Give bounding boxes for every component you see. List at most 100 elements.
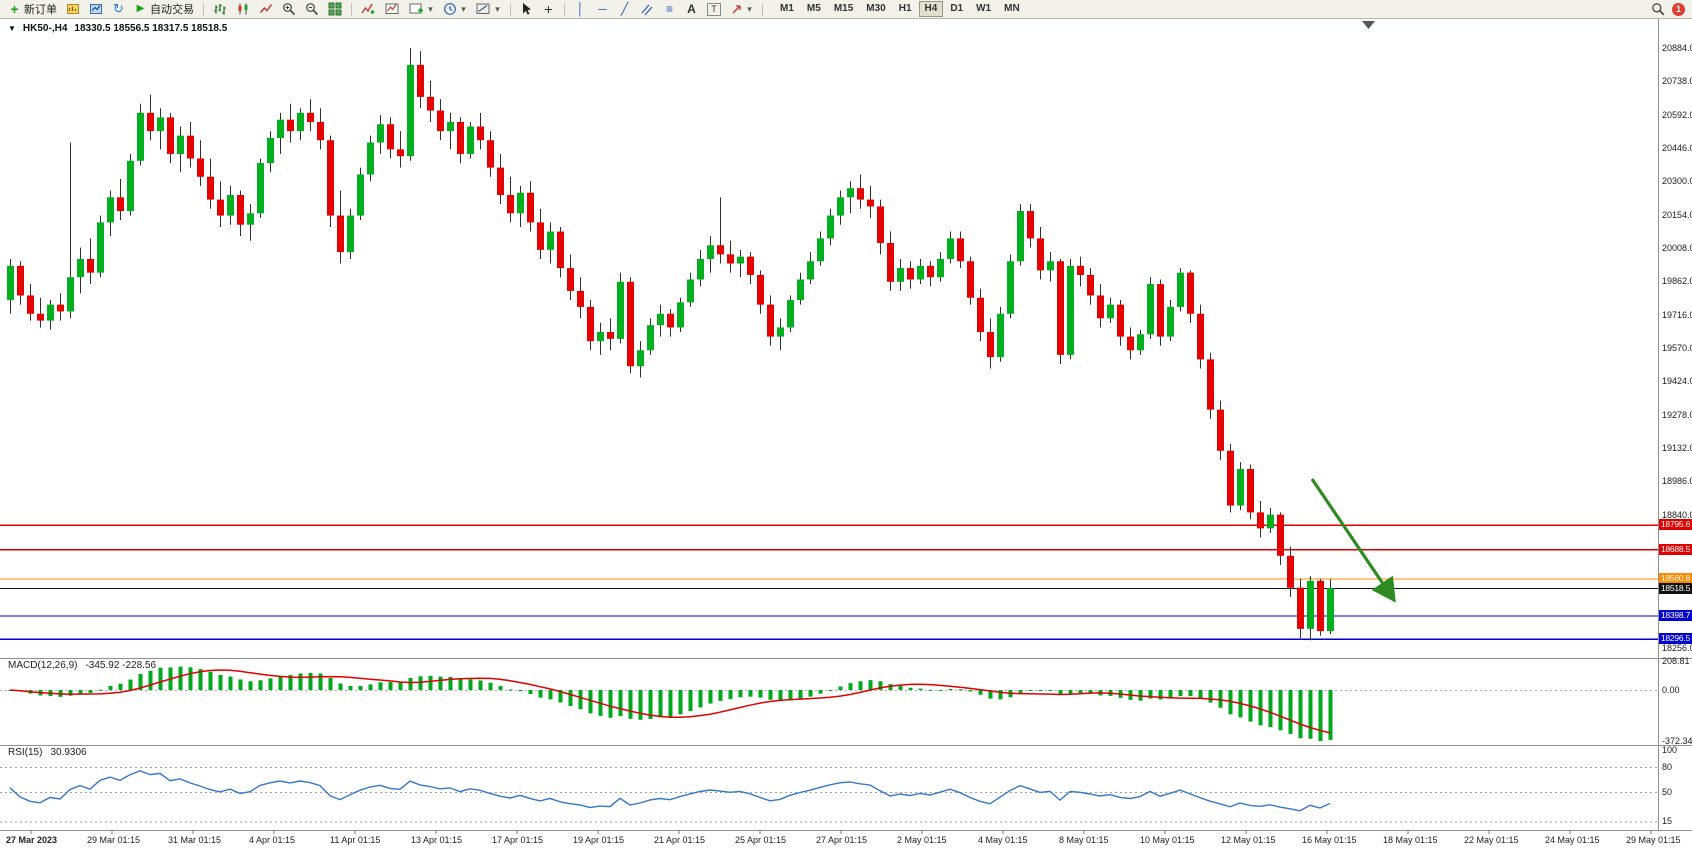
notification-badge[interactable]: 1 [1672, 2, 1685, 16]
candle [967, 256, 974, 305]
time-axis-label: 29 May 01:15 [1626, 835, 1681, 845]
vertical-line-button[interactable]: │ [570, 0, 591, 18]
indicators-button[interactable] [357, 0, 380, 18]
timeframe-m30-button[interactable]: M30 [866, 3, 886, 14]
new-chart-button[interactable]: ▾ [405, 0, 438, 18]
trendline-button[interactable]: ╱ [614, 0, 635, 18]
candle [427, 80, 434, 122]
candle [847, 181, 854, 214]
time-axis-label: 27 Apr 01:15 [816, 835, 868, 845]
chart-window-button[interactable] [62, 0, 84, 18]
zoom-in-button[interactable] [278, 0, 300, 18]
candle [37, 297, 44, 328]
channel-button[interactable] [636, 0, 658, 18]
timeframe-m15-button[interactable]: M15 [833, 3, 854, 14]
toolbar-separator [762, 2, 763, 16]
candle [517, 185, 524, 227]
drawn-arrow[interactable] [1310, 478, 1396, 603]
templates-button[interactable]: ▾ [472, 0, 505, 18]
text-icon: A [687, 2, 696, 16]
time-axis-label: 4 May 01:15 [978, 835, 1028, 845]
chevron-down-icon: ▾ [495, 4, 500, 14]
candle [1057, 258, 1064, 364]
rsi-scale-label: 50 [1662, 787, 1673, 797]
cursor-button[interactable] [516, 0, 537, 18]
timeframe-m5-button[interactable]: M5 [806, 3, 821, 14]
macd-scale-label: 0.00 [1662, 685, 1680, 695]
macd-histogram-layer [8, 666, 1333, 741]
tile-windows-button[interactable] [324, 0, 346, 18]
periods-button[interactable]: ▾ [439, 0, 471, 18]
arrows-button[interactable]: ▾ [726, 0, 757, 18]
candle [1127, 327, 1134, 360]
timeframe-d1-button[interactable]: D1 [950, 3, 964, 14]
candlestick-chart-icon [238, 3, 248, 15]
candle [987, 318, 994, 369]
bar-chart-button[interactable] [209, 0, 231, 18]
crosshair-button[interactable]: + [538, 0, 559, 18]
candle [577, 277, 584, 319]
candle [687, 272, 694, 307]
new-order-button[interactable]: + 新订单 [4, 0, 61, 18]
market-watch-button[interactable] [85, 0, 107, 18]
timeframe-mn-button[interactable]: MN [1004, 3, 1020, 14]
candle [1207, 352, 1214, 419]
indicator-window-button[interactable] [381, 0, 404, 18]
time-axis-label: 4 Apr 01:15 [249, 835, 296, 845]
candle [937, 252, 944, 282]
candle [597, 322, 604, 355]
candle [1317, 578, 1324, 636]
candle [1167, 300, 1174, 342]
candle [187, 121, 194, 168]
candle [1007, 254, 1014, 319]
candle [837, 190, 844, 225]
macd-scale-label: -372.34 [1662, 736, 1692, 746]
search-icon[interactable] [1651, 2, 1665, 16]
candle [1147, 277, 1154, 339]
timeframe-m1-button[interactable]: M1 [780, 3, 794, 14]
candle [137, 103, 144, 166]
candle [787, 295, 794, 333]
candlestick-chart-button[interactable] [232, 0, 254, 18]
candle [27, 284, 34, 321]
candle [697, 249, 704, 287]
template-icon [476, 3, 490, 14]
timeframe-w1-button[interactable]: W1 [976, 3, 992, 14]
macd-values: -345.92 -228.56 [85, 660, 157, 671]
candle [287, 103, 294, 143]
candle [437, 99, 444, 141]
autotrade-button[interactable]: ▶ 自动交易 [130, 0, 198, 18]
candle [377, 115, 384, 154]
autotrade-play-icon: ▶ [136, 3, 145, 14]
candle [1097, 284, 1104, 328]
time-axis-label: 10 May 01:15 [1140, 835, 1195, 845]
candle [327, 135, 334, 227]
candle [1027, 204, 1034, 248]
toolbar: + 新订单 ↻ ▶ 自动交易 [0, 0, 1692, 19]
crosshair-icon: + [544, 1, 553, 17]
timeframe-h4-button[interactable]: H4 [918, 1, 944, 17]
time-axis-label: 29 Mar 01:15 [87, 835, 141, 845]
candle [227, 185, 234, 225]
one-click-trading-arrow-icon[interactable]: ▼ [8, 24, 16, 33]
line-chart-button[interactable] [255, 0, 277, 18]
timeframe-h1-button[interactable]: H1 [898, 3, 912, 14]
zoom-in-icon [283, 3, 296, 16]
text-label-button[interactable]: T [703, 0, 725, 18]
price-axis-label: 19570.0 [1662, 343, 1692, 353]
refresh-button[interactable]: ↻ [108, 0, 129, 18]
new-order-label: 新订单 [24, 4, 57, 16]
horizontal-line-button[interactable]: ─ [592, 0, 613, 18]
candle [1087, 268, 1094, 305]
candle [877, 199, 884, 255]
fibonacci-button[interactable]: ≡ [659, 0, 680, 18]
macd-scale-label: 208.81 [1662, 656, 1690, 666]
text-button[interactable]: A [681, 0, 702, 18]
candle [1327, 579, 1334, 634]
candle [707, 236, 714, 273]
candle [1277, 512, 1284, 565]
zoom-out-button[interactable] [301, 0, 323, 18]
chart-shift-marker[interactable] [1362, 21, 1375, 29]
indicators-icon [361, 3, 375, 14]
